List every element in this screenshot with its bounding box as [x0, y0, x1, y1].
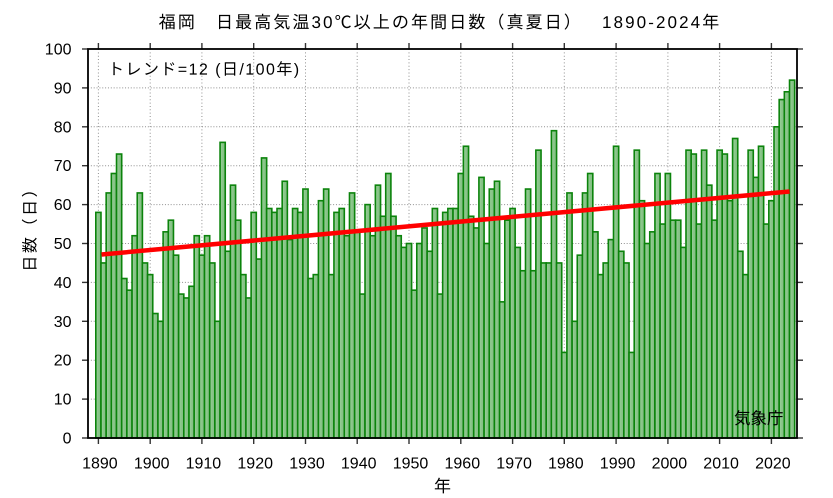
- svg-text:1970: 1970: [496, 455, 532, 472]
- svg-text:2010: 2010: [703, 455, 739, 472]
- svg-text:1980: 1980: [548, 455, 584, 472]
- svg-text:1900: 1900: [134, 455, 170, 472]
- svg-text:70: 70: [54, 158, 72, 175]
- svg-text:0: 0: [63, 431, 72, 448]
- svg-text:1890: 1890: [82, 455, 118, 472]
- svg-text:50: 50: [54, 236, 72, 253]
- svg-text:100: 100: [45, 42, 72, 59]
- svg-text:80: 80: [54, 119, 72, 136]
- svg-text:10: 10: [54, 392, 72, 409]
- svg-text:1940: 1940: [341, 455, 377, 472]
- svg-text:1990: 1990: [600, 455, 636, 472]
- svg-text:1960: 1960: [445, 455, 481, 472]
- svg-text:60: 60: [54, 197, 72, 214]
- svg-text:2000: 2000: [652, 455, 688, 472]
- svg-text:90: 90: [54, 80, 72, 97]
- svg-text:1920: 1920: [237, 455, 273, 472]
- svg-text:30: 30: [54, 314, 72, 331]
- svg-text:40: 40: [54, 275, 72, 292]
- svg-text:1930: 1930: [289, 455, 325, 472]
- svg-text:20: 20: [54, 353, 72, 370]
- svg-text:1950: 1950: [393, 455, 429, 472]
- svg-text:1910: 1910: [186, 455, 222, 472]
- svg-text:2020: 2020: [755, 455, 791, 472]
